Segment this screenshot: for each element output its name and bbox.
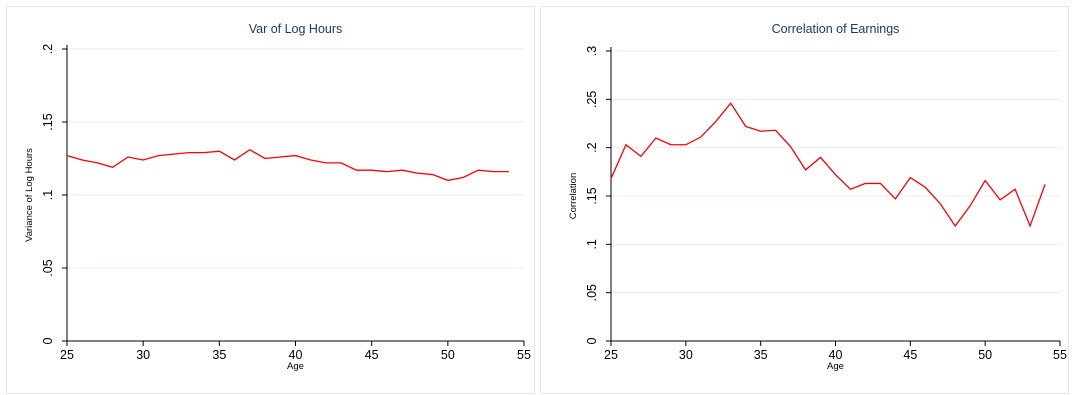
- y-axis-label: Variance of Log Hours: [24, 148, 35, 242]
- y-tick-label: .3: [585, 46, 599, 56]
- chart-title: Var of Log Hours: [249, 22, 343, 36]
- x-tick-label: 50: [978, 348, 992, 362]
- x-tick-label: 45: [365, 348, 379, 362]
- y-tick-label: .25: [585, 91, 599, 108]
- x-tick-label: 55: [1053, 348, 1067, 362]
- y-axis-label: Correlation: [568, 173, 579, 219]
- chart-correlation-earnings: 0 .05 .1 .15 .2 .25 .3 25 30 35 40 45 50 55 Correlatio…: [568, 22, 1067, 372]
- y-tick-label: .2: [585, 142, 599, 152]
- y-tick-label: .1: [41, 190, 55, 200]
- x-axis-label: Age: [827, 361, 844, 372]
- series-line: [610, 102, 1046, 228]
- chart-panel-correlation-earnings: 0 .05 .1 .15 .2 .25 .3 25 30 35 40 45 50 55 Correlatio…: [540, 6, 1069, 394]
- y-tick-label: 0: [41, 337, 55, 344]
- y-tick-label: .2: [41, 44, 55, 54]
- x-axis-label: Age: [287, 361, 304, 372]
- x-tick-label: 30: [136, 348, 150, 362]
- y-tick-label: .05: [585, 284, 599, 301]
- x-tick-label: 25: [604, 348, 618, 362]
- x-tick-label: 50: [441, 348, 455, 362]
- x-tick-label: 25: [60, 348, 74, 362]
- x-tick-label: 45: [903, 348, 917, 362]
- y-tick-label: 0: [585, 337, 599, 344]
- x-tick-label: 40: [289, 348, 303, 362]
- x-tick-label: 55: [517, 348, 531, 362]
- chart-title: Correlation of Earnings: [772, 22, 900, 36]
- y-tick-label: .05: [41, 259, 55, 276]
- x-tick-label: 40: [829, 348, 843, 362]
- chart-panel-var-log-hours: 0 .05 .1 .15 .2 25 30 35 40 45 50 55 Var of Log Hour…: [6, 6, 535, 394]
- x-tick-label: 30: [679, 348, 693, 362]
- y-tick-label: .1: [585, 239, 599, 249]
- y-tick-label: .15: [585, 187, 599, 204]
- x-tick-label: 35: [754, 348, 768, 362]
- series-line: [66, 148, 509, 182]
- chart-var-log-hours: 0 .05 .1 .15 .2 25 30 35 40 45 50 55 Var of Log Hour…: [24, 22, 531, 372]
- x-tick-label: 35: [212, 348, 226, 362]
- y-tick-label: .15: [41, 113, 55, 130]
